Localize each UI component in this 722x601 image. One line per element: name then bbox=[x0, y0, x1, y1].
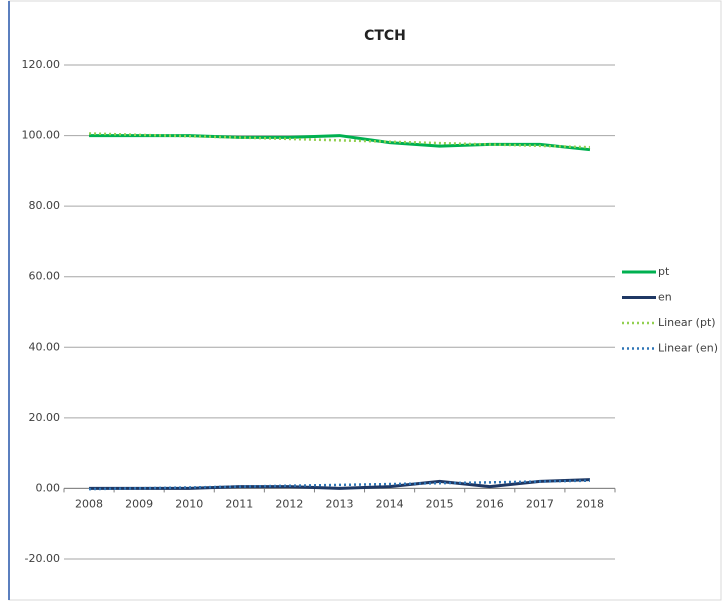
y-tick-label: 60.00 bbox=[29, 270, 61, 283]
series-line bbox=[89, 478, 591, 490]
legend-label: Linear (en) bbox=[658, 342, 718, 355]
y-tick-label: 80.00 bbox=[29, 199, 61, 212]
x-tick-label: 2013 bbox=[326, 497, 354, 510]
x-tick-label: 2014 bbox=[376, 497, 404, 510]
legend-label: Linear (pt) bbox=[658, 316, 716, 329]
series-line bbox=[89, 132, 590, 149]
y-tick-label: 120.00 bbox=[22, 58, 61, 71]
x-tick-label: 2017 bbox=[526, 497, 554, 510]
x-tick-label: 2016 bbox=[476, 497, 504, 510]
series-line bbox=[89, 134, 591, 152]
y-tick-label: -20.00 bbox=[25, 552, 60, 565]
x-tick-label: 2008 bbox=[75, 497, 103, 510]
series-line bbox=[89, 479, 590, 491]
chart-area bbox=[8, 0, 722, 601]
y-tick-label: 100.00 bbox=[22, 129, 61, 142]
y-tick-label: 20.00 bbox=[29, 411, 61, 424]
x-tick-label: 2015 bbox=[426, 497, 454, 510]
y-tick-label: 0.00 bbox=[36, 481, 61, 494]
x-tick-label: 2011 bbox=[225, 497, 253, 510]
chart-title: CTCH bbox=[364, 28, 406, 44]
legend-label: pt bbox=[658, 265, 670, 278]
x-tick-label: 2018 bbox=[576, 497, 604, 510]
x-tick-label: 2012 bbox=[275, 497, 303, 510]
legend-label: en bbox=[658, 291, 672, 304]
x-tick-label: 2009 bbox=[125, 497, 153, 510]
x-tick-label: 2010 bbox=[175, 497, 203, 510]
y-tick-label: 40.00 bbox=[29, 340, 61, 353]
